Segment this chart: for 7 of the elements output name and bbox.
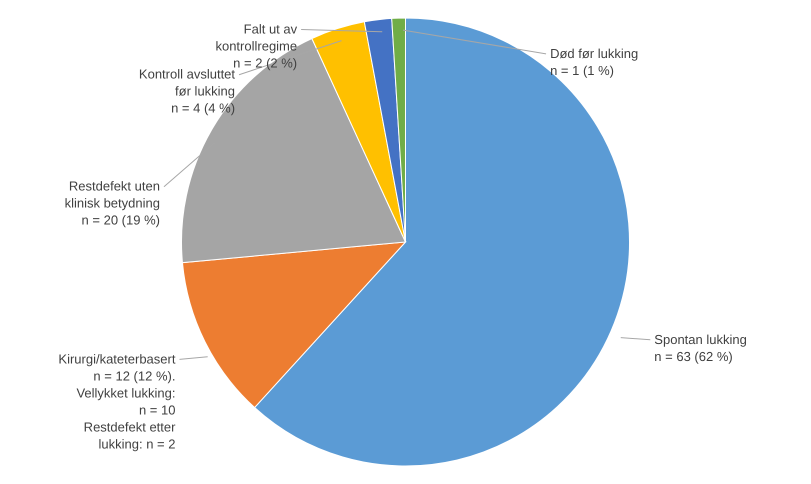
data-label: n = 12 (12 %). Vellykket lukking: n = 10 Restdefekt etter lukking: n = 2 bbox=[76, 368, 176, 452]
slice-label: Spontan lukking bbox=[654, 332, 747, 347]
data-label: n = 63 (62 %) bbox=[654, 348, 733, 364]
data-label: n = 20 (19 %) bbox=[82, 212, 160, 228]
slice-label: Kirurgi/kateterbasert bbox=[58, 351, 176, 366]
data-label: n = 1 (1 %) bbox=[550, 62, 614, 78]
slice-label: Død før lukking bbox=[550, 46, 638, 61]
